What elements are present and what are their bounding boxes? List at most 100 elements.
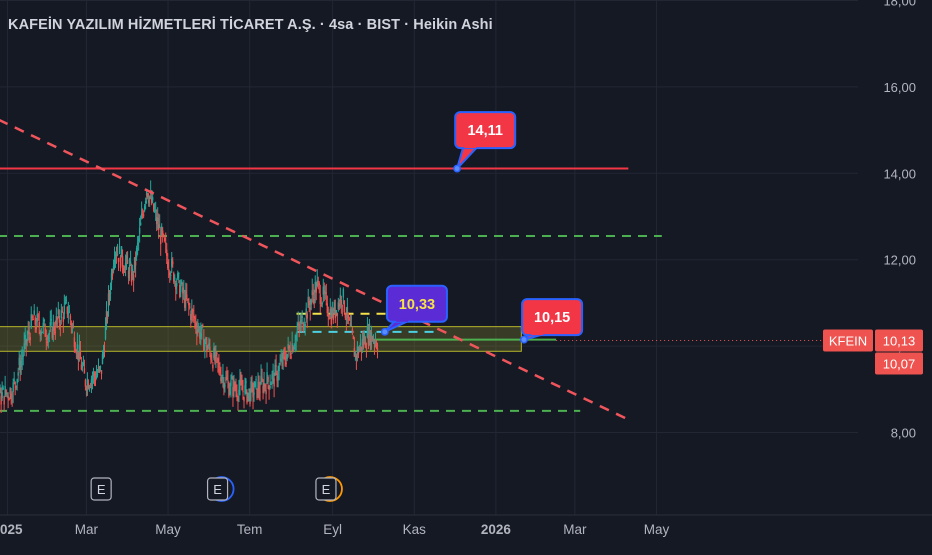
candle-body bbox=[22, 355, 24, 357]
candle-body bbox=[111, 274, 114, 276]
event-marker-box[interactable] bbox=[90, 477, 112, 501]
candle-body bbox=[234, 384, 236, 389]
callout-box[interactable] bbox=[454, 111, 517, 150]
candle-body bbox=[154, 210, 157, 212]
candle-body bbox=[288, 345, 290, 348]
candle-body bbox=[293, 346, 295, 350]
y-tick-label: 18,00 bbox=[883, 0, 916, 9]
candle-body bbox=[132, 274, 135, 281]
x-tick-label: 2026 bbox=[481, 522, 512, 537]
candle-body bbox=[56, 317, 59, 320]
candle-body bbox=[339, 294, 342, 301]
price-axis[interactable] bbox=[860, 0, 932, 515]
candle-body bbox=[117, 257, 120, 262]
candle-body bbox=[237, 398, 239, 401]
candle-body bbox=[147, 200, 150, 203]
candle-body bbox=[164, 237, 166, 242]
candle-body bbox=[194, 318, 196, 320]
candle-body bbox=[105, 310, 108, 319]
candle-body bbox=[4, 386, 6, 396]
candle-body bbox=[310, 299, 312, 305]
callout-anchor-dot[interactable] bbox=[453, 164, 462, 173]
candle-body bbox=[335, 310, 338, 314]
candle-body bbox=[1, 391, 3, 399]
candle-body bbox=[357, 350, 360, 355]
candle-body bbox=[191, 308, 193, 315]
candle-body bbox=[329, 308, 332, 314]
candle-body bbox=[272, 370, 274, 373]
candle-body bbox=[275, 365, 277, 367]
candle-body bbox=[116, 254, 119, 256]
candle-body bbox=[16, 378, 18, 384]
candle-body bbox=[248, 388, 250, 391]
trendline[interactable] bbox=[0, 104, 629, 421]
chart-title: KAFEİN YAZILIM HİZMETLERİ TİCARET A.Ş. ·… bbox=[8, 17, 493, 33]
candle-body bbox=[183, 289, 185, 292]
candle-body bbox=[301, 316, 303, 318]
candle-body bbox=[6, 393, 8, 395]
candle-body bbox=[247, 392, 249, 398]
candle-body bbox=[219, 368, 221, 374]
candle-body bbox=[92, 372, 95, 375]
candle-body bbox=[367, 335, 370, 346]
candle-body bbox=[100, 370, 103, 375]
candle-body bbox=[302, 323, 304, 331]
candle-body bbox=[25, 339, 27, 345]
candle-body bbox=[166, 249, 168, 256]
candle-body bbox=[0, 396, 2, 405]
callout-box[interactable] bbox=[521, 298, 584, 337]
candle-body bbox=[289, 351, 291, 356]
symbol-tag-label: KFEIN bbox=[829, 333, 867, 348]
candle-body bbox=[227, 380, 229, 382]
callout-anchor-dot[interactable] bbox=[520, 335, 528, 344]
candle-body bbox=[225, 377, 227, 381]
candle-body bbox=[188, 302, 190, 306]
candle-body bbox=[94, 378, 97, 381]
callout-box[interactable] bbox=[385, 284, 448, 323]
candle-body bbox=[35, 326, 37, 330]
candle-body bbox=[173, 272, 175, 282]
x-tick-label: May bbox=[155, 522, 181, 537]
candle-body bbox=[163, 234, 165, 236]
x-tick-label: Eyl bbox=[323, 522, 342, 537]
candle-body bbox=[127, 271, 130, 279]
candle-body bbox=[343, 300, 346, 313]
candle-body bbox=[46, 341, 48, 343]
candle-body bbox=[342, 289, 345, 298]
candle-body bbox=[61, 311, 64, 313]
candle-body bbox=[230, 380, 232, 386]
callout-pointer bbox=[456, 146, 480, 170]
candle-body bbox=[262, 386, 264, 393]
candle-body bbox=[134, 261, 137, 266]
candle-body bbox=[42, 322, 44, 328]
candle-body bbox=[74, 349, 77, 352]
candle-body bbox=[102, 350, 105, 353]
candle-body bbox=[137, 239, 140, 241]
candle-body bbox=[14, 382, 16, 385]
candle-body bbox=[20, 360, 22, 367]
candle-body bbox=[139, 222, 142, 226]
event-marker-box[interactable] bbox=[206, 477, 229, 501]
event-marker-box[interactable] bbox=[315, 477, 337, 501]
candle-body bbox=[280, 358, 282, 361]
candle-body bbox=[235, 389, 237, 391]
candle-body bbox=[199, 332, 201, 339]
candle-body bbox=[256, 388, 258, 399]
candle-body bbox=[260, 375, 262, 385]
last-price-tag bbox=[875, 329, 923, 352]
candle-body bbox=[12, 382, 14, 392]
candle-body bbox=[372, 340, 375, 342]
callout-label: 10,15 bbox=[534, 310, 570, 326]
candle-body bbox=[190, 313, 192, 321]
candle-body bbox=[50, 319, 53, 321]
callout-anchor-dot[interactable] bbox=[380, 327, 389, 336]
candle-body bbox=[205, 337, 207, 341]
candle-body bbox=[98, 367, 101, 369]
candle-body bbox=[108, 294, 111, 296]
candle-body bbox=[79, 352, 82, 360]
candle-body bbox=[325, 292, 327, 294]
candle-body bbox=[110, 272, 113, 283]
candle-body bbox=[253, 392, 255, 395]
